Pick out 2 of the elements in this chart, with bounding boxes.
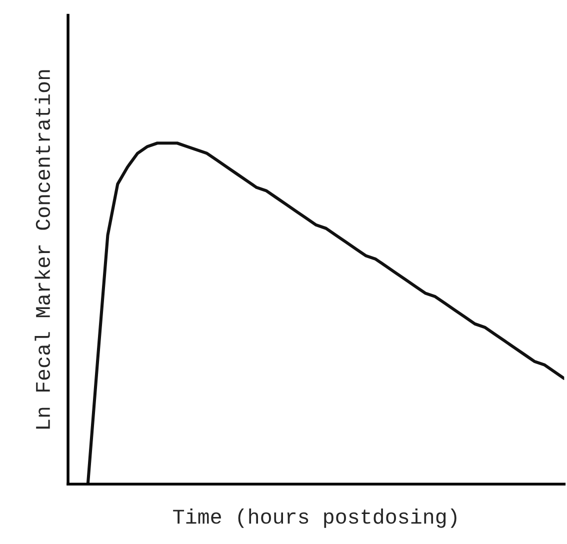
x-axis-title: Time (hours postdosing) bbox=[173, 508, 456, 528]
y-axis-title: Ln Fecal Marker Concentration bbox=[34, 70, 50, 429]
